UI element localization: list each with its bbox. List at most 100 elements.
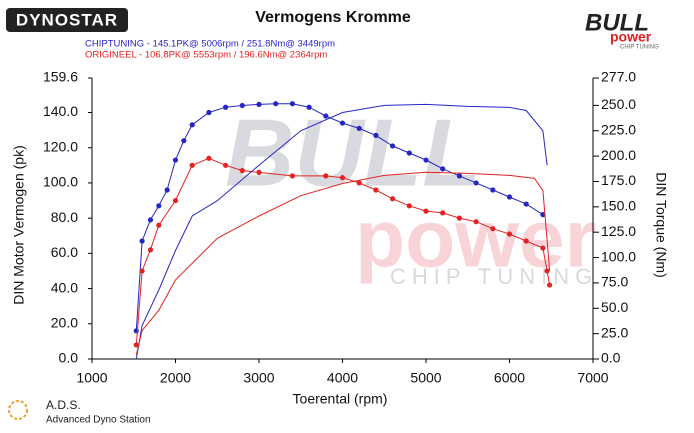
y-tick-label: 60.0	[51, 244, 78, 260]
data-point	[473, 180, 479, 186]
y2-tick-label: 277.0	[601, 69, 636, 85]
y-tick-label: 0.0	[59, 350, 79, 366]
data-point	[390, 143, 396, 149]
y-axis-title: DIN Motor Vermogen (pk)	[11, 145, 27, 305]
y2-tick-label: 250.0	[601, 96, 636, 112]
data-point	[406, 203, 412, 209]
logo-text: power	[610, 29, 652, 45]
y2-tick-label: 200.0	[601, 147, 636, 163]
data-point	[172, 197, 179, 204]
data-point	[546, 282, 553, 288]
x-tick-label: 1000	[76, 370, 107, 386]
y-tick-label: 120.0	[43, 138, 78, 154]
footer-brand: A.D.S.	[46, 398, 81, 412]
torque-line	[135, 103, 548, 360]
logo-right: BULL power CHIP TUNING	[585, 9, 659, 50]
y2-axis-title: DIN Torque (Nm)	[653, 172, 669, 278]
data-point	[406, 150, 412, 156]
x-tick-label: 6000	[494, 370, 525, 386]
data-point	[390, 196, 396, 202]
y2-tick-label: 175.0	[601, 172, 636, 188]
y2-tick-label: 125.0	[601, 223, 636, 239]
torque-line	[135, 171, 551, 356]
legend-entry: ORIGINEEL - 106.8PK@ 5553rpm / 196.6Nm@ …	[85, 50, 327, 61]
data-point	[356, 180, 362, 186]
chart-title: Vermogens Kromme	[255, 9, 411, 26]
x-tick-label: 5000	[410, 370, 441, 386]
data-point	[540, 245, 546, 251]
data-point	[373, 132, 379, 138]
data-point	[306, 104, 312, 110]
data-point	[239, 168, 245, 174]
x-tick-label: 7000	[577, 370, 608, 386]
data-point	[289, 173, 295, 179]
y2-tick-label: 50.0	[601, 299, 628, 315]
data-point	[223, 162, 229, 168]
data-point	[373, 187, 379, 193]
y-tick-label: 159.6	[43, 69, 78, 85]
watermark-word: power	[355, 194, 596, 285]
logo-left: DYNOSTAR	[6, 8, 128, 32]
y-tick-label: 40.0	[51, 279, 78, 295]
legend: CHIPTUNING - 145.1PK@ 5006rpm / 251.8Nm@…	[85, 39, 335, 61]
logo-text: BULL	[585, 9, 649, 36]
data-point	[139, 268, 145, 274]
data-point	[490, 187, 496, 193]
data-point	[339, 175, 346, 181]
y-tick-label: 100.0	[43, 174, 78, 190]
data-point	[423, 208, 429, 214]
data-point	[323, 113, 329, 119]
y2-tick-label: 25.0	[601, 324, 628, 340]
data-point	[239, 102, 245, 109]
data-point	[181, 138, 187, 144]
data-point	[440, 210, 446, 216]
y2-tick-label: 100.0	[601, 248, 636, 264]
y2-tick-label: 150.0	[601, 198, 636, 214]
logo-text: CHIP TUNING	[620, 45, 659, 51]
y-tick-label: 140.0	[43, 103, 78, 119]
data-point	[189, 122, 195, 128]
data-point	[544, 268, 550, 274]
data-point	[133, 328, 139, 334]
data-point	[506, 194, 513, 200]
y-tick-label: 20.0	[51, 314, 78, 330]
data-point	[490, 226, 496, 232]
data-point	[356, 125, 362, 131]
data-point	[206, 155, 212, 161]
data-point	[473, 219, 479, 225]
watermark-word: CHIP TUNING	[390, 264, 598, 289]
y-tick-label: 80.0	[51, 209, 78, 225]
watermark: BULL power CHIP TUNING	[225, 99, 598, 289]
data-point	[323, 173, 329, 179]
data-point	[456, 215, 462, 221]
x-tick-label: 2000	[160, 370, 191, 386]
data-point	[423, 157, 429, 163]
data-point	[147, 217, 154, 223]
y2-tick-label: 0.0	[601, 350, 621, 366]
data-point	[164, 187, 170, 193]
logo-text: DYNOSTAR	[16, 10, 118, 29]
data-point	[206, 109, 212, 116]
data-point	[156, 222, 162, 228]
data-point	[172, 157, 179, 163]
x-tick-label: 3000	[243, 370, 274, 386]
watermark-word: BULL	[225, 99, 481, 206]
data-point	[506, 231, 513, 237]
footer-name: Advanced Dyno Station	[46, 415, 151, 426]
x-axis-title: Toerental (rpm)	[293, 391, 388, 407]
footer-icon	[8, 400, 28, 420]
data-point	[256, 169, 262, 175]
data-point	[523, 201, 529, 207]
data-point	[339, 120, 346, 126]
data-point	[189, 162, 195, 168]
data-point	[156, 203, 162, 209]
data-point	[223, 104, 229, 110]
x-tick-label: 4000	[327, 370, 358, 386]
data-point	[540, 212, 546, 218]
y2-tick-label: 75.0	[601, 274, 628, 290]
data-point	[256, 101, 262, 108]
data-point	[139, 238, 145, 244]
data-point	[147, 247, 154, 253]
